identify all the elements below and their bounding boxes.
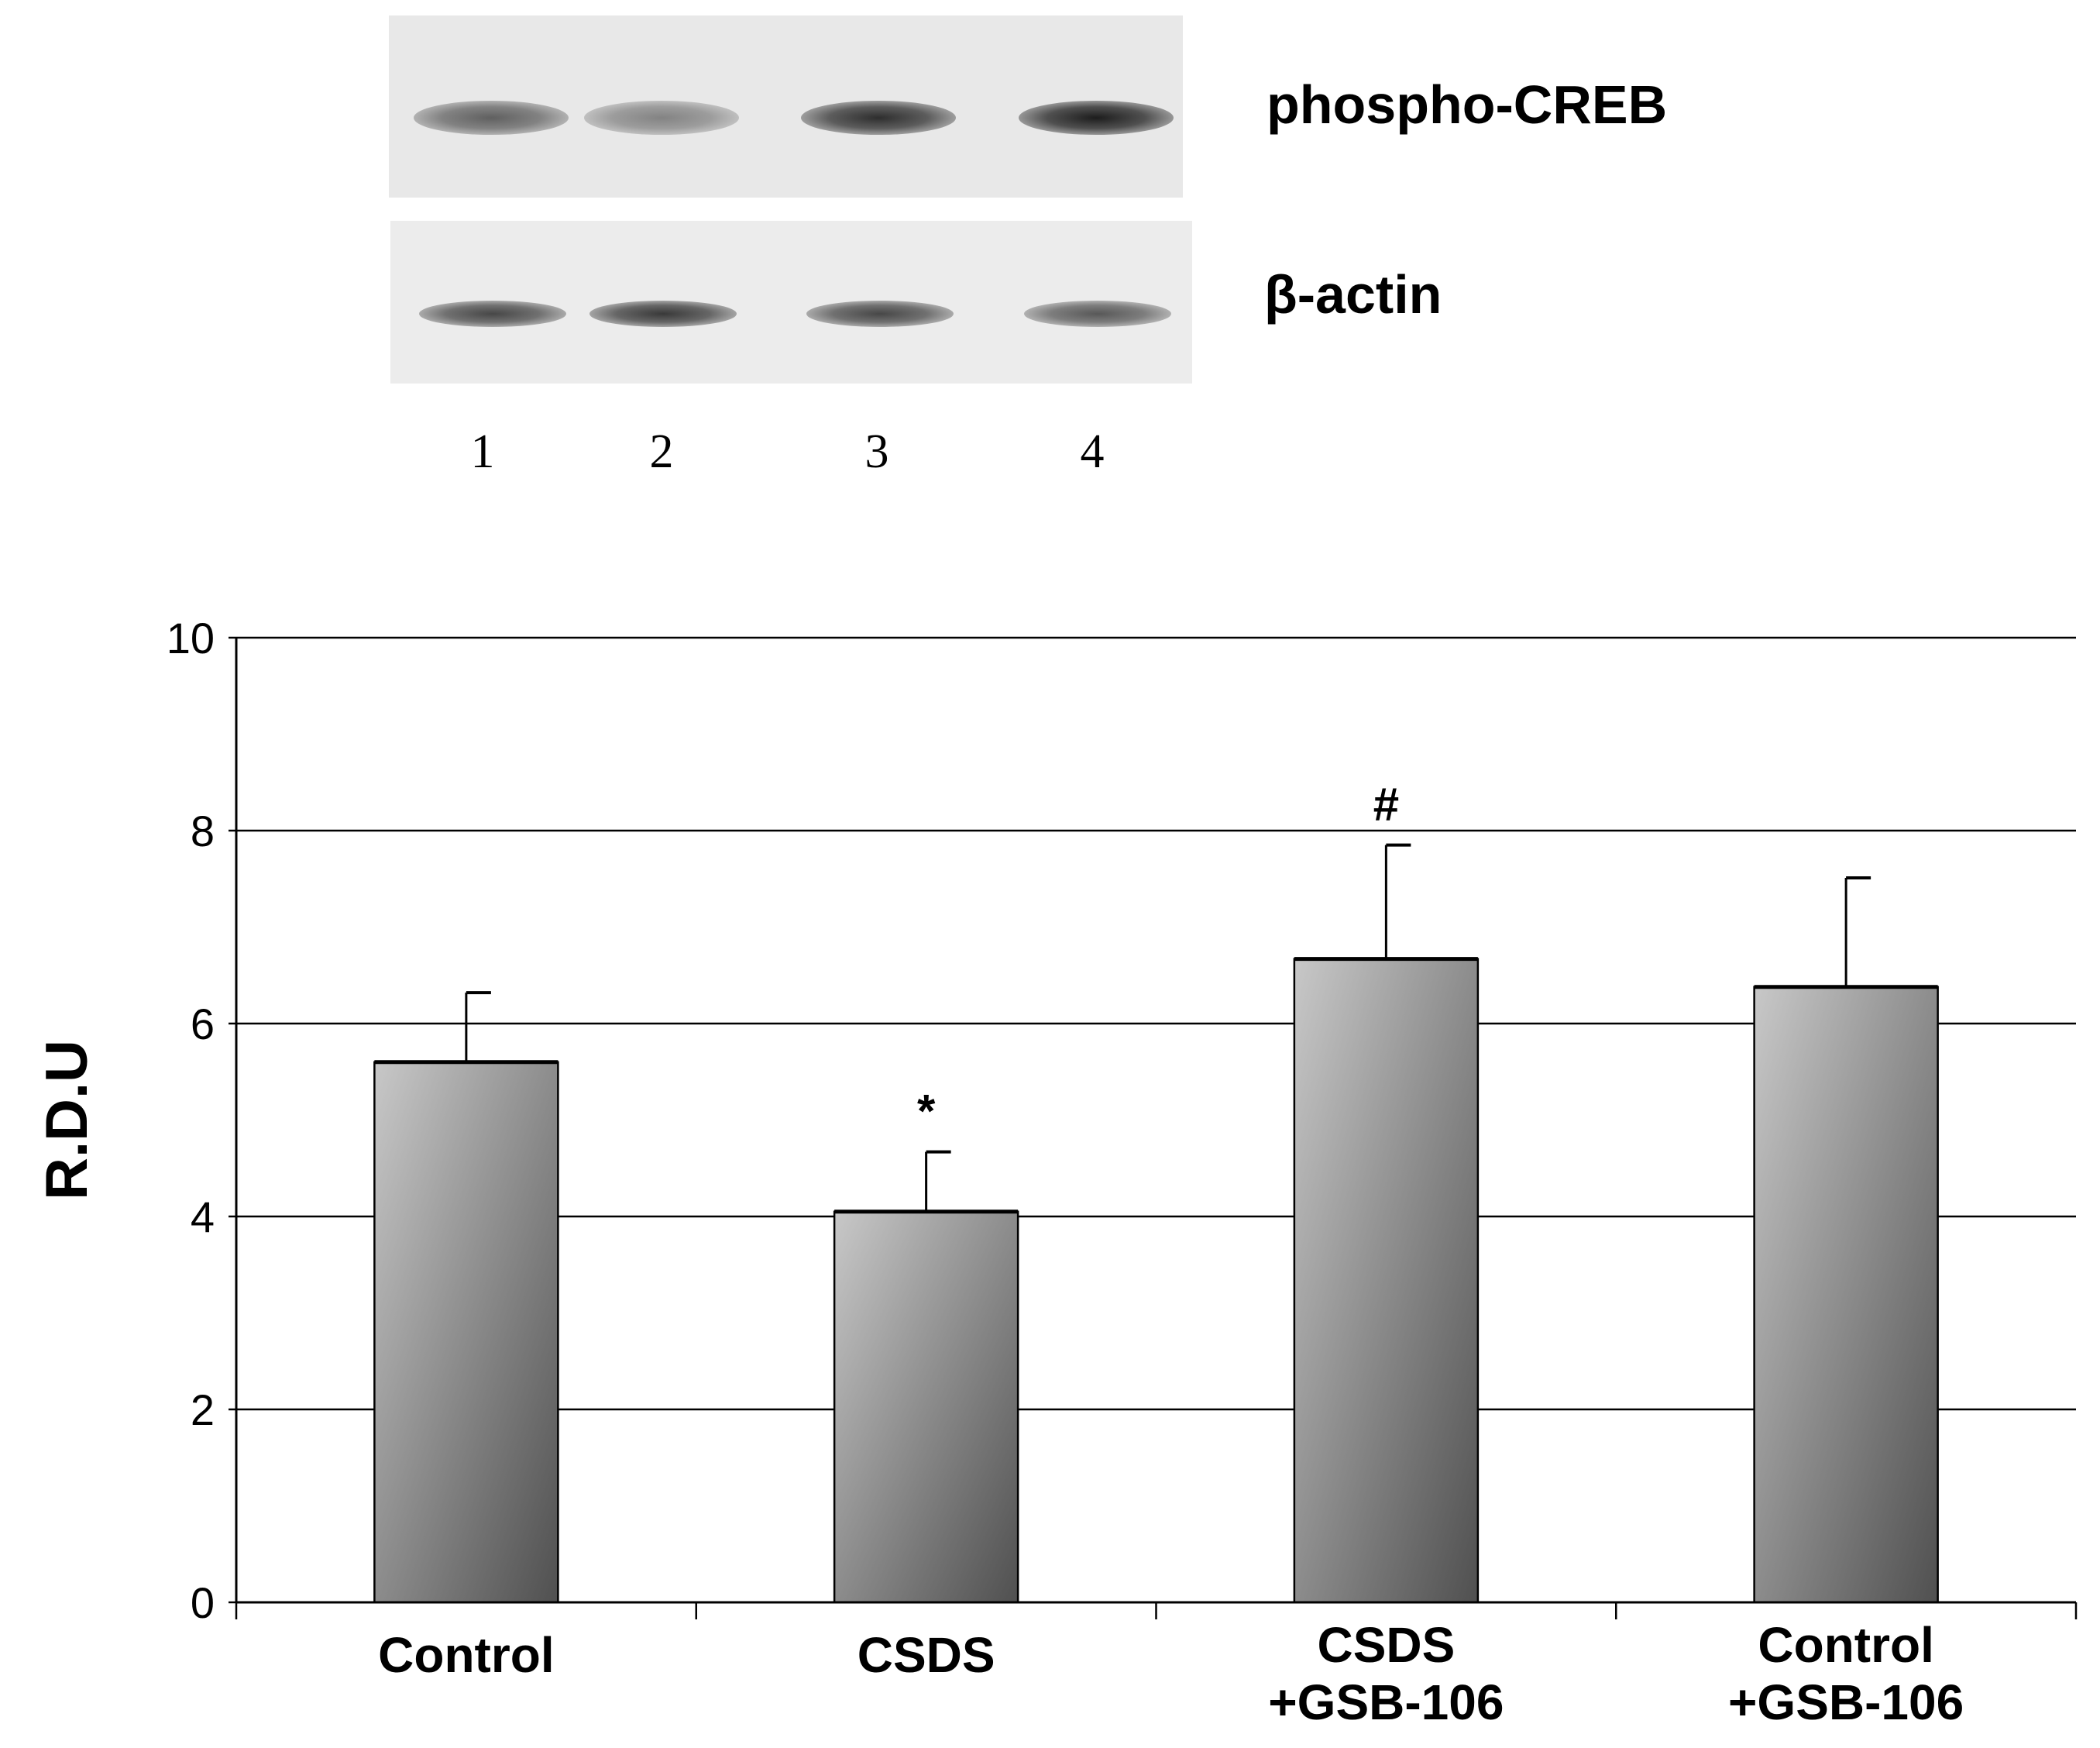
y-tick-label: 6 xyxy=(191,1000,215,1048)
x-category-label-line: CSDS xyxy=(858,1627,995,1683)
x-category-label-line: CSDS xyxy=(1317,1617,1455,1673)
blot-label-phospho-creb: phospho-CREB xyxy=(1267,74,1668,135)
blot-label-beta-actin: β-actin xyxy=(1264,264,1442,325)
y-tick-label: 8 xyxy=(191,807,215,855)
x-category-label-line: +GSB-106 xyxy=(1268,1674,1504,1730)
bar-chart: 0 2 4 6 8 10 * # Control CSDS CSDS +GSB-106 Control +… xyxy=(0,589,2100,1748)
blot-band xyxy=(414,101,569,135)
lane-number: 3 xyxy=(864,425,889,478)
x-category-label: Control xyxy=(378,1627,555,1683)
bar xyxy=(373,1061,559,1604)
blot-band xyxy=(1019,101,1174,135)
blot-band xyxy=(806,301,954,327)
blot-strip-phospho-creb xyxy=(389,15,1183,198)
y-tick-label: 4 xyxy=(191,1192,215,1241)
axes xyxy=(229,636,2078,1619)
lane-number: 4 xyxy=(1080,425,1105,478)
y-axis-label: R.D.U xyxy=(34,1040,100,1200)
blot-band xyxy=(1024,301,1171,327)
x-category-label-line: Control xyxy=(378,1627,555,1683)
y-tick-label: 10 xyxy=(167,614,215,662)
blot-band xyxy=(419,301,566,327)
significance-marker: * xyxy=(917,1086,936,1137)
blot-strip-beta-actin xyxy=(390,221,1192,384)
bar xyxy=(1293,958,1480,1604)
x-category-label: CSDS +GSB-106 xyxy=(1268,1617,1504,1730)
western-blot-panel: phospho-CREB β-actin 1 2 3 4 xyxy=(0,0,2100,496)
x-category-label-line: +GSB-106 xyxy=(1728,1674,1964,1730)
x-category-label: CSDS xyxy=(858,1627,995,1683)
blot-band xyxy=(589,301,737,327)
bar xyxy=(833,1210,1019,1604)
y-tick-label: 0 xyxy=(191,1578,215,1627)
bars xyxy=(373,843,1939,1604)
lane-number: 2 xyxy=(649,425,674,478)
significance-marker: # xyxy=(1373,779,1399,831)
x-category-label: Control +GSB-106 xyxy=(1728,1617,1964,1730)
blot-band xyxy=(801,101,956,135)
x-category-label-line: Control xyxy=(1758,1617,1934,1673)
lane-number: 1 xyxy=(470,425,495,478)
bar xyxy=(1753,986,1939,1604)
blot-band xyxy=(584,101,739,135)
y-tick-label: 2 xyxy=(191,1385,215,1434)
